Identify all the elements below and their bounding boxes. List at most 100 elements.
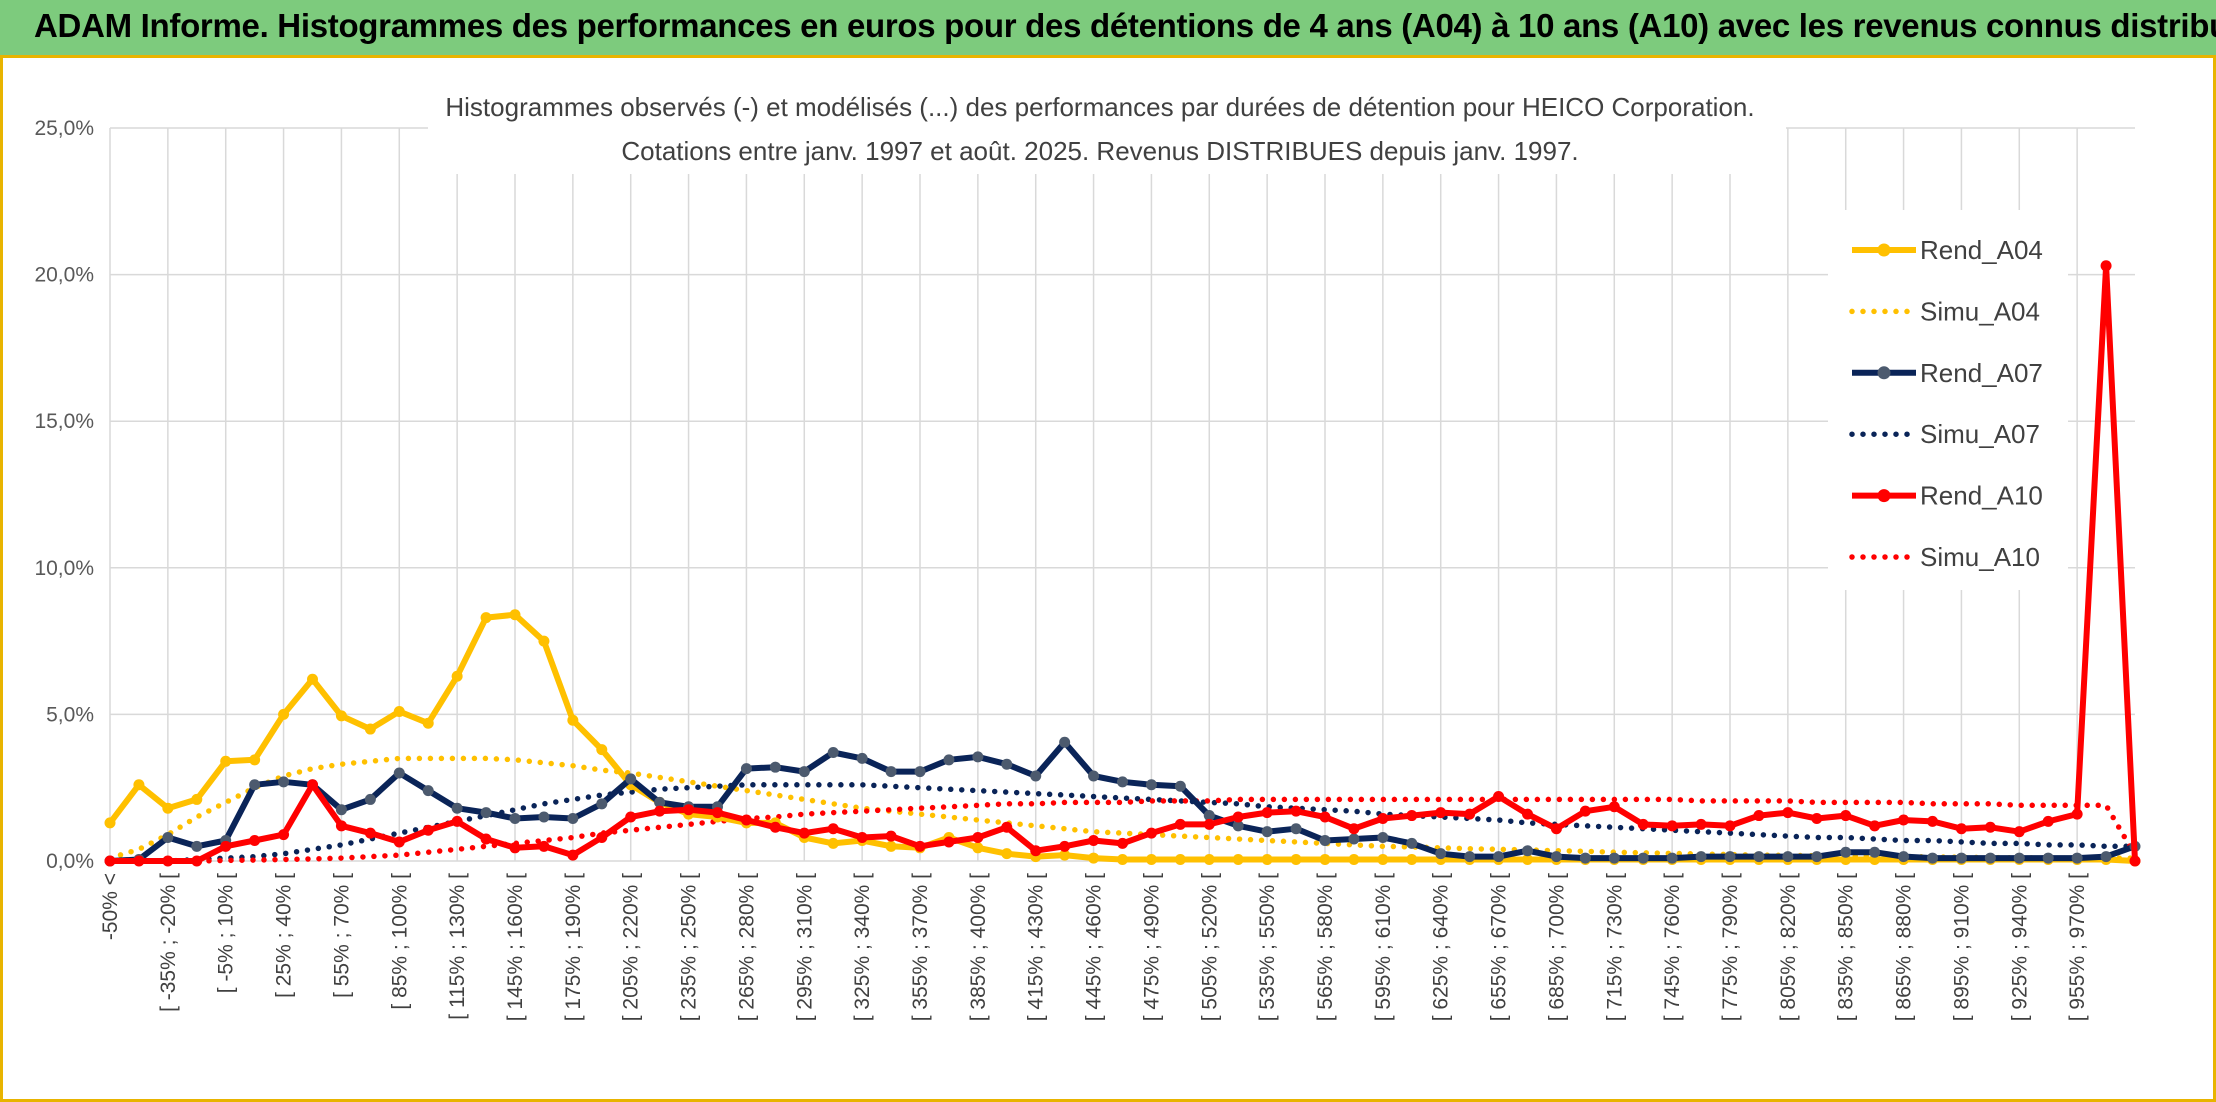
data-point-Rend_A07	[1493, 851, 1505, 863]
data-point-Rend_A10	[1753, 810, 1765, 822]
y-tick-label: 5,0%	[46, 703, 94, 726]
data-point-Rend_A04	[191, 793, 203, 805]
x-tick-label: [ 745% ; 760% [	[1661, 873, 1684, 1021]
data-point-Rend_A10	[1869, 820, 1881, 832]
data-point-Rend_A10	[943, 836, 955, 848]
legend-label: Simu_A07	[1920, 419, 2040, 449]
data-point-Rend_A10	[1955, 823, 1967, 835]
legend-label: Simu_A10	[1920, 542, 2040, 572]
data-point-Rend_A07	[1059, 736, 1071, 748]
data-point-Rend_A07	[1811, 851, 1823, 863]
data-point-Rend_A04	[567, 714, 579, 726]
x-tick-label: [ 505% ; 520% [	[1198, 873, 1221, 1021]
data-point-Rend_A10	[1782, 807, 1794, 819]
data-point-Rend_A10	[1840, 810, 1852, 822]
y-tick-label: 10,0%	[34, 557, 94, 580]
data-point-Rend_A04	[1174, 854, 1186, 866]
x-tick-label: [ 565% ; 580% [	[1314, 873, 1337, 1021]
data-point-Rend_A07	[1174, 780, 1186, 792]
data-point-Rend_A07	[1348, 833, 1360, 845]
data-point-Rend_A04	[509, 609, 521, 621]
x-tick-label: [ 775% ; 790% [	[1719, 873, 1742, 1021]
data-point-Rend_A10	[1174, 818, 1186, 830]
data-point-Rend_A07	[740, 763, 752, 775]
data-point-Rend_A07	[1406, 837, 1418, 849]
data-point-Rend_A10	[2013, 826, 2025, 838]
data-point-Rend_A07	[1232, 820, 1244, 832]
data-point-Rend_A07	[1522, 845, 1533, 857]
data-point-Rend_A07	[2042, 852, 2054, 864]
data-point-Rend_A10	[1811, 812, 1823, 824]
data-point-Rend_A10	[1464, 808, 1476, 820]
data-point-Rend_A07	[1955, 852, 1967, 864]
data-point-Rend_A07	[1898, 851, 1910, 863]
data-point-Rend_A10	[1030, 845, 1042, 857]
data-point-Rend_A10	[451, 815, 463, 827]
x-tick-label: [ 475% ; 490% [	[1140, 873, 1163, 1021]
data-point-Rend_A10	[1898, 814, 1910, 826]
data-point-Rend_A10	[1724, 820, 1736, 832]
data-point-Rend_A04	[393, 705, 405, 717]
data-point-Rend_A07	[393, 767, 405, 779]
page-title: ADAM Informe. Histogrammes des performan…	[34, 7, 2216, 44]
data-point-Rend_A04	[1406, 854, 1418, 866]
data-point-Rend_A07	[162, 832, 174, 844]
data-point-Rend_A04	[451, 670, 463, 682]
data-point-Rend_A10	[1435, 807, 1447, 819]
data-point-Rend_A07	[625, 773, 637, 785]
data-point-Rend_A10	[364, 827, 376, 839]
data-point-Rend_A07	[480, 807, 492, 819]
x-tick-label: [ 865% ; 880% [	[1893, 873, 1916, 1021]
data-point-Rend_A10	[220, 840, 232, 852]
data-point-Rend_A04	[364, 723, 376, 735]
data-point-Rend_A10	[1522, 808, 1533, 820]
x-tick-label: [ -5% ; 10% [	[215, 873, 238, 993]
data-point-Rend_A10	[104, 855, 116, 867]
data-point-Rend_A04	[596, 744, 608, 756]
data-point-Rend_A10	[278, 829, 290, 841]
x-tick-label: [ 175% ; 190% [	[562, 873, 585, 1021]
data-point-Rend_A10	[1579, 805, 1591, 817]
data-point-Rend_A10	[393, 836, 405, 848]
x-tick-label: [ 295% ; 310% [	[793, 873, 816, 1021]
data-point-Rend_A07	[769, 761, 781, 773]
data-point-Rend_A04	[1232, 854, 1244, 866]
x-tick-label: [ 25% ; 40% [	[273, 873, 296, 998]
data-point-Rend_A04	[249, 754, 261, 766]
data-point-Rend_A10	[740, 814, 752, 826]
data-point-Rend_A04	[422, 717, 434, 729]
data-point-Rend_A07	[1261, 826, 1273, 838]
data-point-Rend_A10	[1319, 811, 1331, 823]
data-point-Rend_A07	[885, 766, 897, 778]
data-point-Rend_A10	[1203, 818, 1215, 830]
series-line-Rend_A04	[107, 611, 2136, 864]
data-point-Rend_A07	[798, 766, 810, 778]
x-tick-label: [ -35% ; -20% [	[157, 873, 180, 1012]
data-point-Rend_A07	[1550, 851, 1562, 863]
x-tick-label: [ 655% ; 670% [	[1488, 873, 1511, 1021]
data-point-Rend_A07	[1840, 846, 1852, 858]
x-tick-label: [ 685% ; 700% [	[1545, 873, 1568, 1021]
x-tick-label: [ 145% ; 160% [	[504, 873, 527, 1021]
data-point-Rend_A10	[1088, 834, 1100, 846]
data-point-Rend_A10	[133, 855, 145, 867]
data-point-Rend_A07	[422, 785, 434, 797]
x-tick-label: [ 355% ; 370% [	[909, 873, 932, 1021]
data-point-Rend_A07	[1030, 770, 1042, 782]
data-point-Rend_A07	[1666, 852, 1678, 864]
chart-subtitle: Cotations entre janv. 1997 et août. 2025…	[621, 136, 1578, 166]
data-point-Rend_A07	[1984, 852, 1996, 864]
legend-label: Simu_A04	[1920, 296, 2040, 326]
data-point-Rend_A04	[1377, 854, 1389, 866]
data-point-Rend_A10	[2071, 808, 2083, 820]
data-point-Rend_A07	[538, 811, 550, 823]
data-point-Rend_A04	[133, 779, 145, 791]
data-point-Rend_A10	[1493, 790, 1505, 802]
data-point-Rend_A07	[1203, 810, 1215, 822]
data-point-Rend_A04	[538, 635, 550, 647]
data-point-Rend_A07	[249, 779, 261, 791]
header-banner: ADAM Informe. Histogrammes des performan…	[0, 0, 2216, 58]
data-point-Rend_A07	[1377, 832, 1389, 844]
data-point-Rend_A07	[451, 802, 463, 814]
